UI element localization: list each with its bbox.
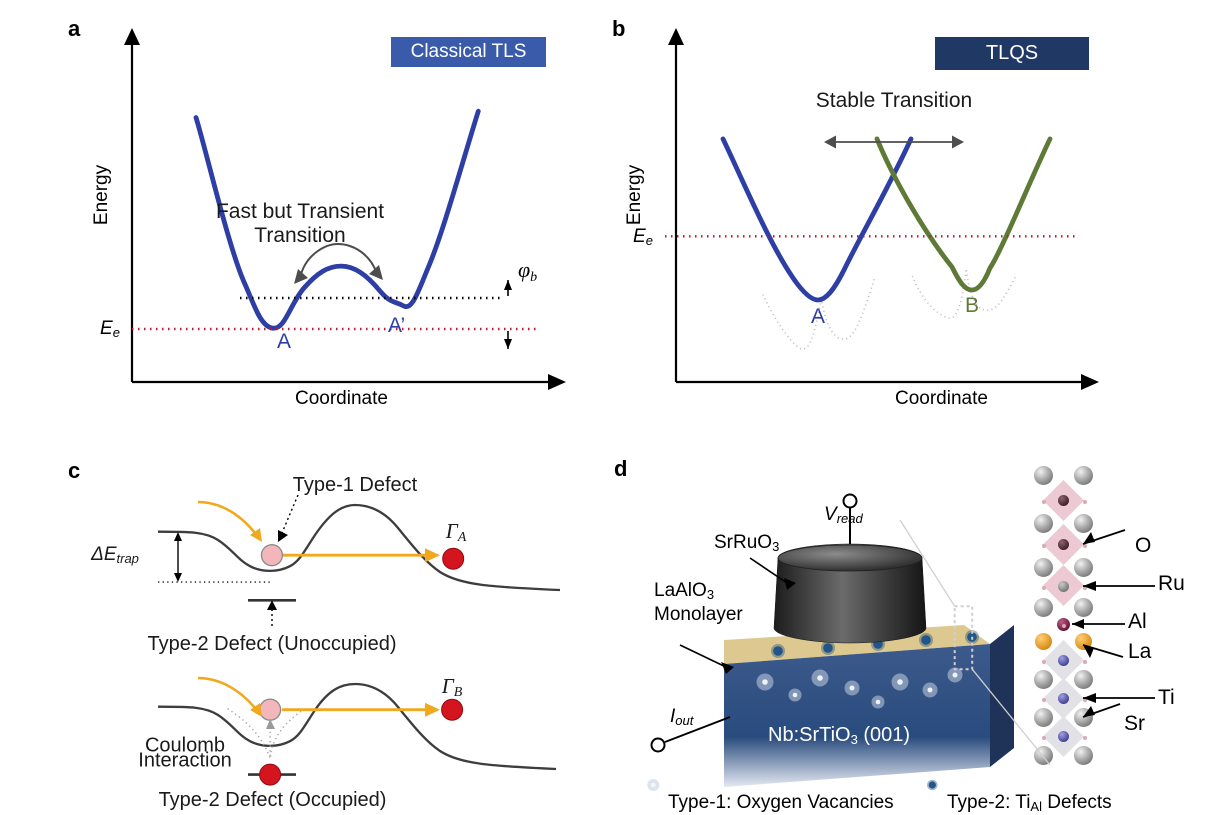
svg-text:Type-2 Defect (Unoccupied): Type-2 Defect (Unoccupied) <box>147 633 396 655</box>
svg-text:Fast but Transient: Fast but Transient <box>216 200 384 223</box>
svg-text:B: B <box>965 294 979 317</box>
svg-text:A’: A’ <box>388 314 405 337</box>
svg-text:Interaction: Interaction <box>138 749 231 771</box>
svg-text:Type-1 Defect: Type-1 Defect <box>293 474 418 496</box>
svg-text:A: A <box>277 330 291 353</box>
svg-text:ΓA: ΓA <box>445 519 467 545</box>
svg-text:Transition: Transition <box>254 224 345 247</box>
svg-text:Stable Transition: Stable Transition <box>816 89 972 112</box>
svg-text:ΓB: ΓB <box>441 674 463 700</box>
svg-text:ΔEtrap: ΔEtrap <box>90 544 139 566</box>
svg-text:A: A <box>811 305 825 328</box>
